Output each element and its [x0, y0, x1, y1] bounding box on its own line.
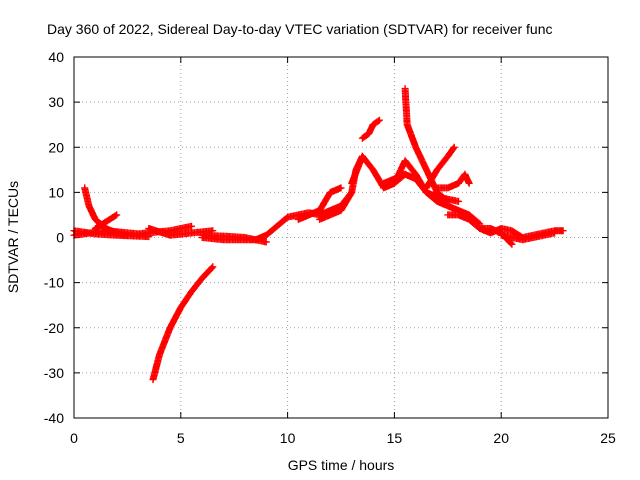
- data-point-markers: [149, 263, 217, 384]
- series-arc-12: [358, 116, 383, 142]
- y-axis-label: SDTVAR / TECUs: [5, 181, 21, 293]
- y-tick-label: 20: [48, 139, 64, 155]
- series-arc-5: [145, 225, 217, 239]
- y-tick-label: -40: [44, 410, 64, 426]
- series-arc-16: [390, 157, 462, 205]
- y-tick-label: 30: [48, 94, 64, 110]
- x-tick-label: 10: [280, 430, 296, 446]
- y-tick-label: 0: [56, 230, 64, 246]
- series-arc-10: [294, 184, 345, 223]
- y-tick-label: -20: [44, 320, 64, 336]
- series-arc-18: [433, 170, 473, 192]
- x-tick-label: 5: [177, 430, 185, 446]
- x-axis-label: GPS time / hours: [288, 457, 395, 473]
- data-layer: [70, 85, 567, 384]
- series-arc-6: [149, 263, 217, 384]
- tick-layer: 0 5 10 15 20 25 -40 -30 -20 -10 0 10 20 30 40: [44, 49, 616, 446]
- data-point-markers: [497, 229, 559, 244]
- series-arc-17: [422, 143, 458, 192]
- data-point-markers: [390, 157, 462, 205]
- y-tick-label: -10: [44, 275, 64, 291]
- series-arc-21: [497, 229, 559, 244]
- y-tick-label: -30: [44, 365, 64, 381]
- x-tick-label: 20: [493, 430, 509, 446]
- data-point-markers: [294, 184, 345, 223]
- x-tick-label: 15: [387, 430, 403, 446]
- plot-frame: [73, 56, 609, 419]
- data-point-markers: [422, 143, 458, 192]
- data-point-markers: [433, 170, 473, 192]
- series-arc-4: [91, 211, 121, 232]
- x-tick-label: 0: [70, 430, 78, 446]
- y-tick-label: 40: [48, 49, 64, 65]
- x-tick-label: 25: [600, 430, 616, 446]
- y-tick-label: 10: [48, 184, 64, 200]
- data-point-markers: [358, 116, 383, 142]
- data-point-markers: [145, 225, 217, 239]
- chart-title: Day 360 of 2022, Sidereal Day-to-day VTE…: [47, 21, 553, 37]
- data-point-markers: [91, 211, 121, 232]
